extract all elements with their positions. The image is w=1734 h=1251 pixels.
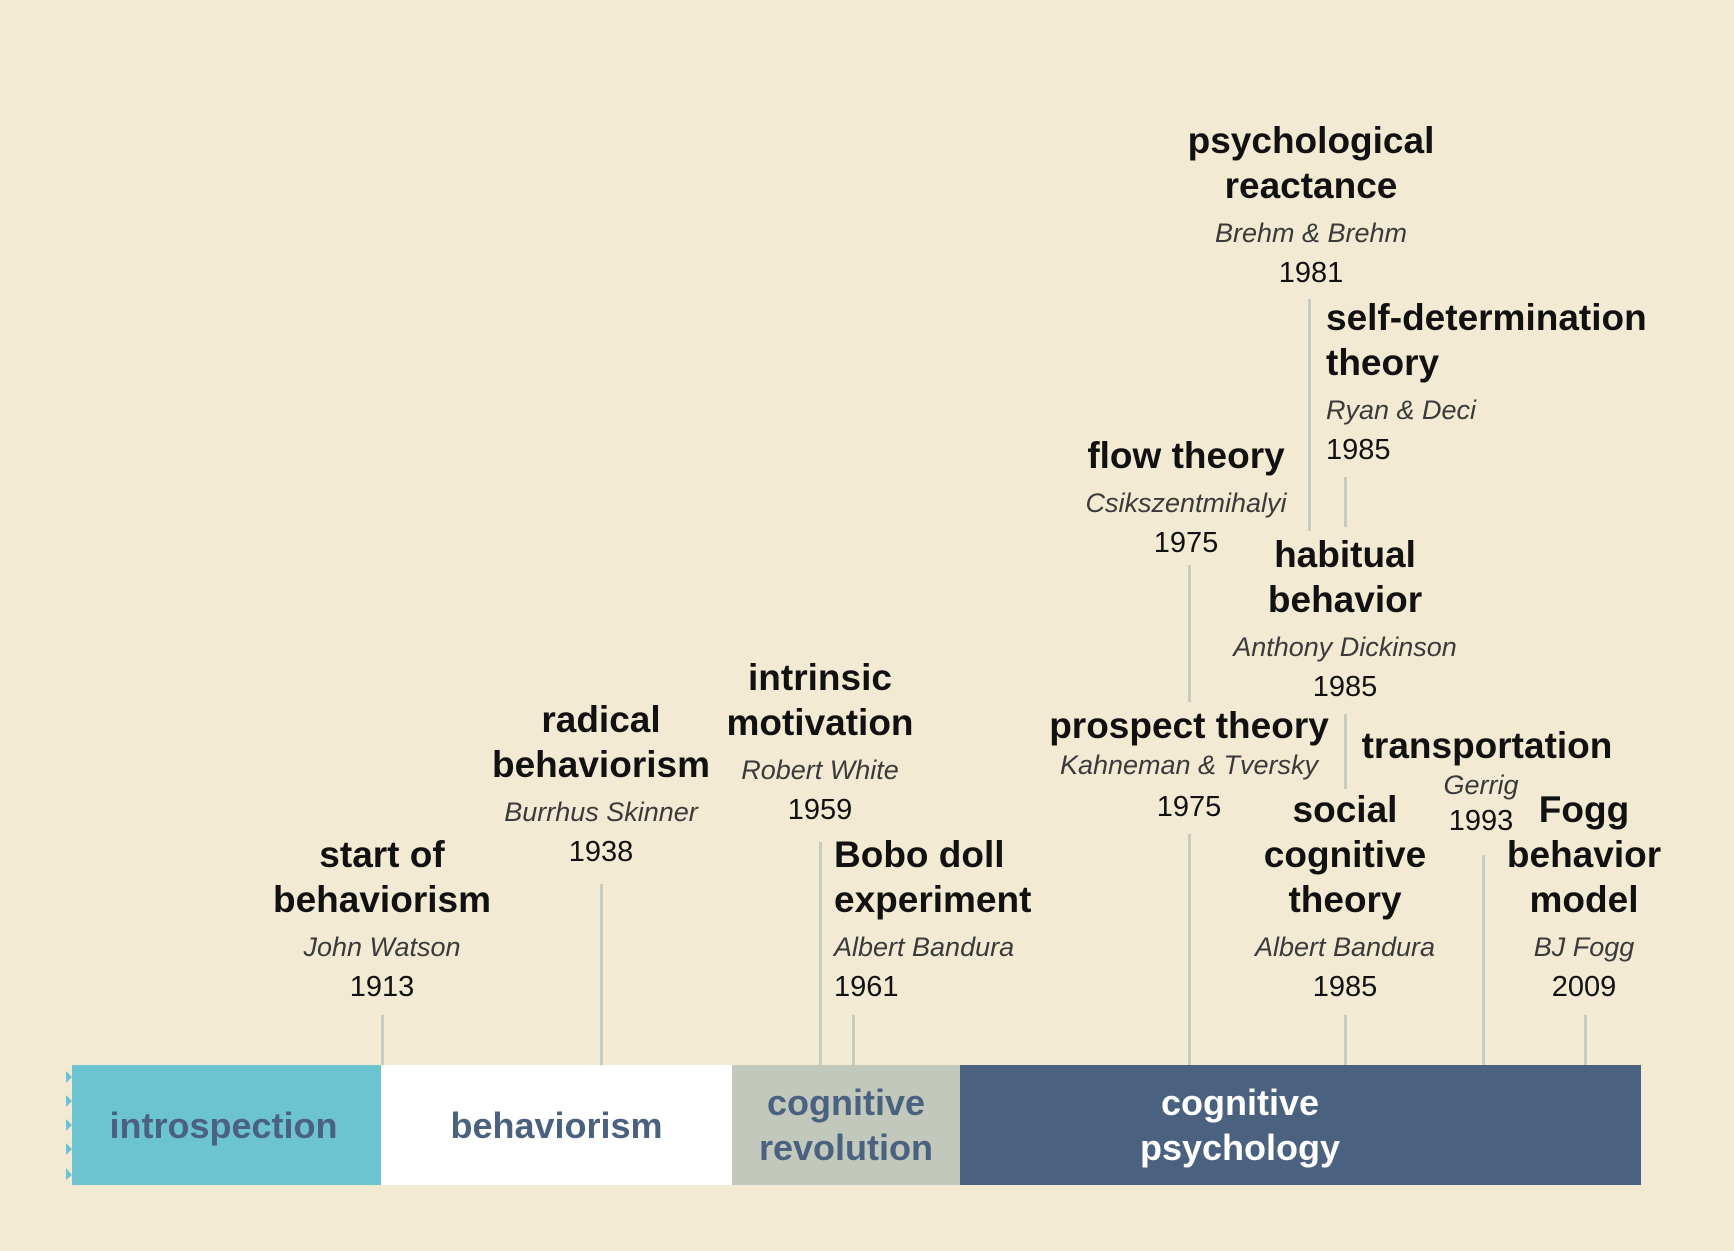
event-intrinsic-motivation: intrinsic motivation Robert White 1959 — [655, 655, 985, 827]
event-author: BJ Fogg — [1533, 932, 1635, 962]
event-title: psychological reactance — [1187, 120, 1435, 206]
era-label-cognitive-revolution: cognitive revolution — [758, 1082, 933, 1168]
event-author: Robert White — [741, 755, 899, 785]
event-fogg-behavior-model: Fogg behavior model BJ Fogg 2009 — [1479, 787, 1689, 1004]
event-social-cognitive-theory: social cognitive theory Albert Bandura 1… — [1180, 787, 1510, 1004]
connector-intrinsic-motivation — [819, 842, 822, 1065]
connector-start-of-behaviorism — [381, 1015, 384, 1065]
event-year: 1993 — [1448, 805, 1514, 837]
event-year: 1959 — [787, 794, 853, 826]
event-title: Bobo doll experiment — [834, 834, 1032, 920]
event-author: Gerrig — [1443, 770, 1519, 800]
era-label-introspection: introspection — [109, 1104, 338, 1146]
event-year: 1975 — [1156, 791, 1222, 823]
event-title: transportation — [1361, 725, 1613, 766]
event-year: 1985 — [1326, 434, 1391, 466]
event-bobo-doll-experiment: Bobo doll experiment Albert Bandura 1961 — [834, 832, 1074, 1004]
era-label-behaviorism: behaviorism — [450, 1104, 663, 1146]
event-author: John Watson — [303, 932, 461, 962]
event-author: Ryan & Deci — [1326, 395, 1477, 425]
event-year: 2009 — [1551, 971, 1617, 1003]
event-year: 1961 — [834, 971, 899, 1003]
event-habitual-behavior: habitual behavior Anthony Dickinson 1985 — [1180, 532, 1510, 704]
event-transportation: transportation Gerrig 1993 — [1322, 723, 1652, 838]
event-title: start of behaviorism — [273, 834, 491, 920]
event-author: Albert Bandura — [834, 932, 1015, 962]
connector-flow-theory — [1188, 565, 1191, 702]
event-title: social cognitive theory — [1263, 789, 1427, 920]
event-year: 1985 — [1312, 671, 1378, 703]
connector-bobo-doll-experiment — [852, 1015, 855, 1065]
era-cognitive-psychology: cognitive psychology — [960, 1065, 1641, 1185]
event-author: Burrhus Skinner — [504, 797, 698, 827]
event-title: Fogg behavior model — [1506, 789, 1662, 920]
connector-social-cognitive-theory — [1344, 1015, 1347, 1065]
connector-prospect-theory — [1188, 834, 1191, 1065]
connector-fogg-behavior-model — [1584, 1015, 1587, 1065]
event-year: 1985 — [1312, 971, 1378, 1003]
connector-self-determination-theory — [1344, 477, 1347, 527]
era-behaviorism: behaviorism — [381, 1065, 732, 1185]
event-year: 1913 — [349, 971, 415, 1003]
event-author: Kahneman & Tversky — [1059, 750, 1319, 780]
event-prospect-theory: prospect theory Kahneman & Tversky 1975 — [1024, 703, 1354, 824]
connector-psychological-reactance — [1308, 299, 1311, 531]
event-flow-theory: flow theory Csikszentmihalyi 1975 — [1021, 433, 1351, 560]
event-year: 1981 — [1278, 257, 1344, 289]
era-label-cognitive-psychology: cognitive psychology — [1140, 1082, 1341, 1168]
event-author: Albert Bandura — [1254, 932, 1436, 962]
event-title: self-determination theory — [1326, 297, 1647, 383]
event-author: Csikszentmihalyi — [1085, 488, 1287, 518]
event-year: 1975 — [1153, 527, 1219, 559]
event-start-of-behaviorism: start of behaviorism John Watson 1913 — [217, 832, 547, 1004]
event-author: Anthony Dickinson — [1233, 632, 1457, 662]
event-self-determination-theory: self-determination theory Ryan & Deci 19… — [1326, 295, 1686, 467]
event-title: flow theory — [1087, 435, 1285, 476]
event-title: habitual behavior — [1267, 534, 1423, 620]
event-title: intrinsic motivation — [726, 657, 914, 743]
era-cognitive-revolution: cognitive revolution — [732, 1065, 960, 1185]
era-introspection: introspection — [66, 1065, 381, 1185]
event-title: prospect theory — [1049, 705, 1329, 746]
torn-edge-icon — [60, 1065, 72, 1185]
event-year: 1938 — [568, 836, 634, 868]
connector-radical-behaviorism — [600, 884, 603, 1065]
event-radical-behaviorism: radical behaviorism Burrhus Skinner 1938 — [436, 697, 766, 869]
event-psychological-reactance: psychological reactance Brehm & Brehm 19… — [1146, 118, 1476, 290]
connector-habitual-behavior — [1344, 714, 1347, 789]
connector-transportation — [1482, 855, 1485, 1065]
event-author: Brehm & Brehm — [1214, 218, 1408, 248]
event-title: radical behaviorism — [492, 699, 710, 785]
